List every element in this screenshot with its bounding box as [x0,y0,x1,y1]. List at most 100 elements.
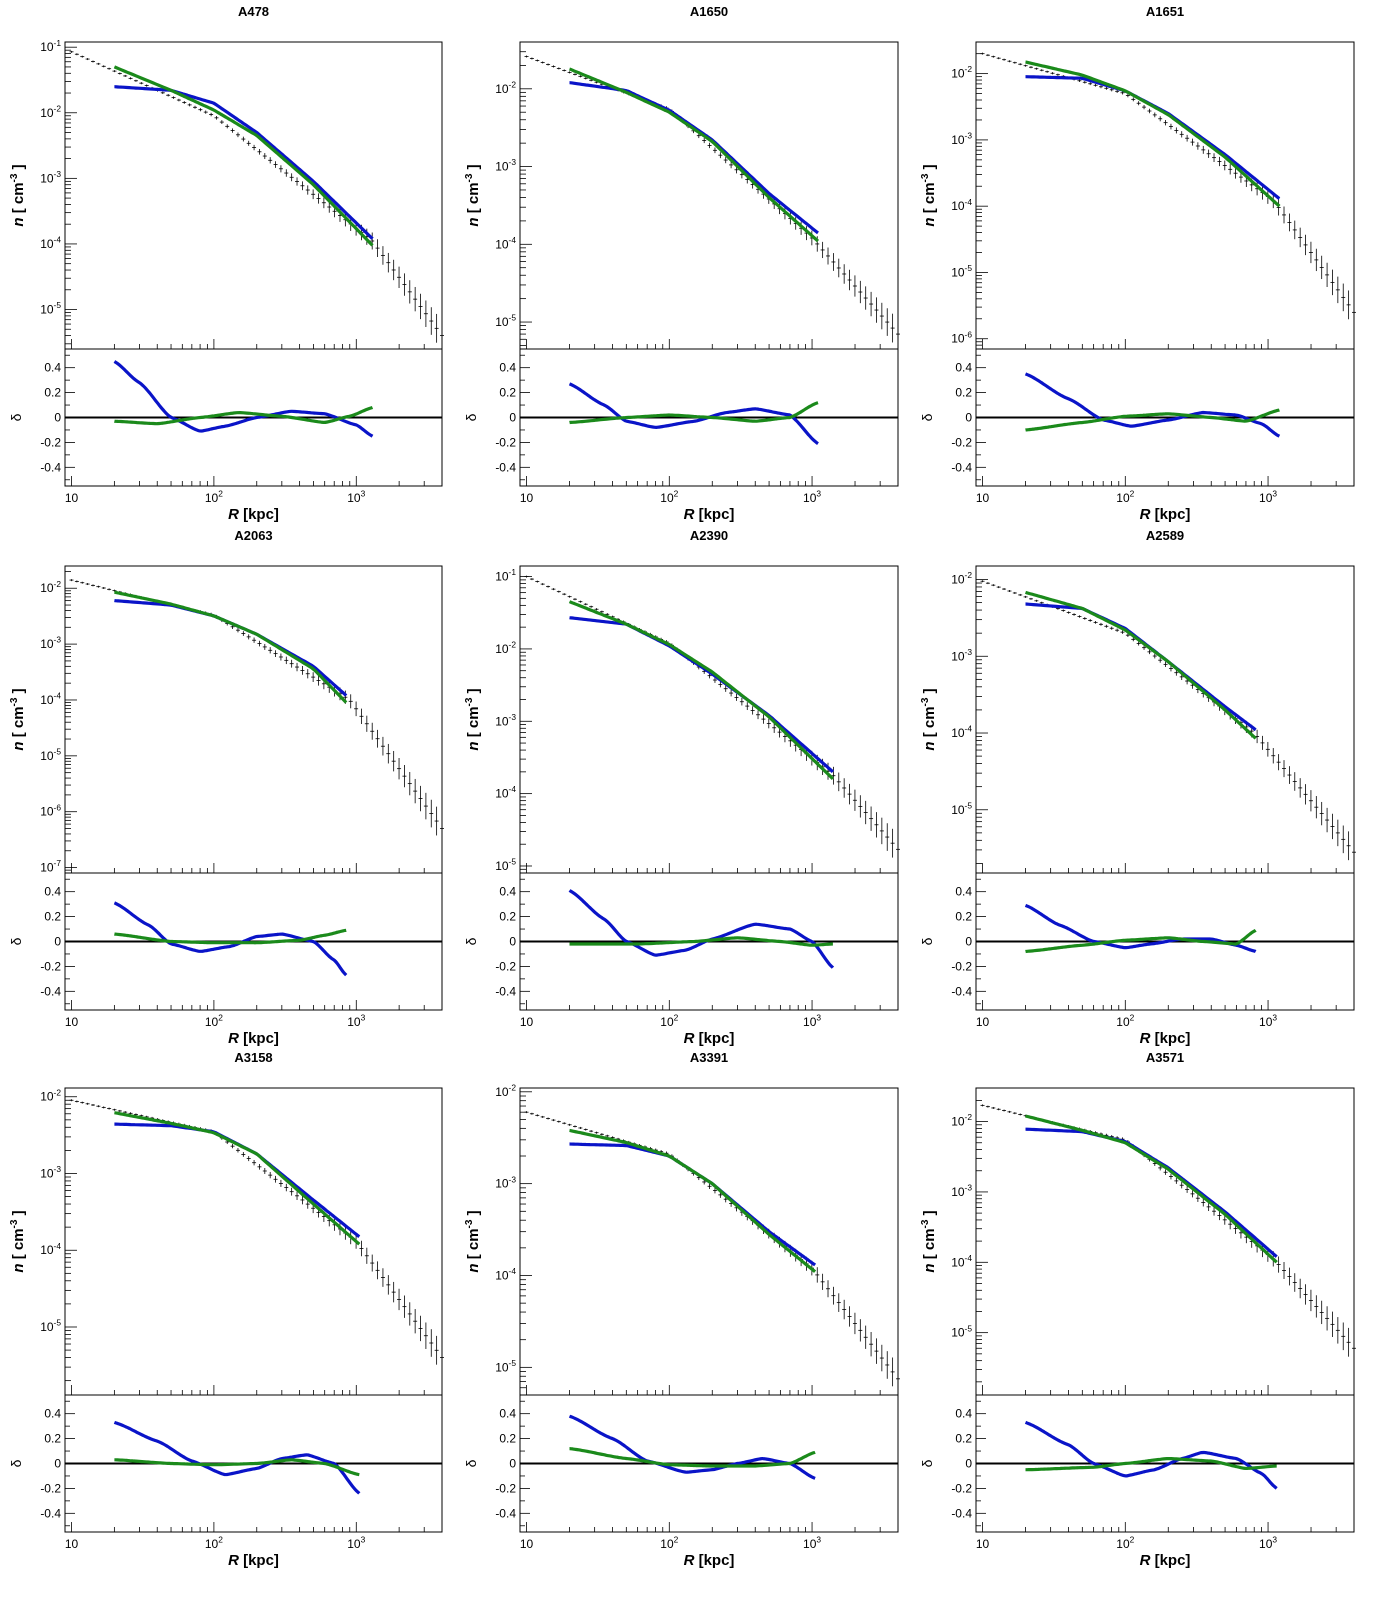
green-model-curve [1025,60,1281,208]
x-tick-label: 102 [205,1535,223,1551]
delta-tick-label: 0.4 [955,361,972,375]
delta-tick-label: 0 [965,935,972,949]
delta-tick-label: 0.2 [955,910,972,924]
data-points [69,50,444,349]
green-model-curve [568,600,835,781]
x-tick-label: 103 [347,1535,365,1551]
delta-axis-label: δ [463,413,479,421]
y-axis-label: n [ cm-3 ] [464,688,482,750]
delta-tick-label: -0.4 [495,460,516,474]
data-points [524,1111,900,1394]
top-plot-frame [64,565,443,874]
delta-tick-label: -0.4 [495,984,516,998]
panel-title: A478 [238,4,269,19]
green-residual-curve [114,405,374,426]
green-model-curve [1025,1114,1278,1264]
delta-tick-label: 0 [54,1457,61,1471]
x-tick-label: 103 [803,1535,821,1551]
x-tick-label: 102 [205,489,223,505]
y-tick-label: 10-1 [40,38,61,54]
y-tick-label: 10-4 [951,1253,972,1269]
delta-tick-label: 0.2 [499,1432,516,1446]
x-tick-label: 10 [65,1015,79,1029]
data-points [980,1104,1356,1364]
y-tick-label: 10-3 [951,131,972,147]
y-tick-label: 10-3 [40,1164,61,1180]
delta-tick-label: -0.2 [495,435,516,449]
delta-tick-label: 0 [509,411,516,425]
panel-title: A3571 [1146,1050,1184,1065]
green-residual-curve [1025,1457,1277,1472]
delta-tick-label: 0.2 [499,386,516,400]
x-tick-label: 103 [1259,1535,1277,1551]
y-axis-label: n [ cm-3 ] [464,1210,482,1272]
blue-model-curve [1025,602,1257,732]
delta-axis-label: δ [463,937,479,945]
data-points [69,1099,444,1373]
x-tick-label: 102 [660,489,678,505]
y-tick-label: 10-2 [495,79,516,95]
x-axis-label: R [kpc] [684,506,735,523]
blue-residual-curve [113,360,374,438]
delta-tick-label: -0.4 [40,1506,61,1520]
delta-tick-label: 0.2 [44,910,61,924]
delta-tick-label: -0.2 [951,959,972,973]
delta-tick-label: -0.2 [951,1481,972,1495]
y-tick-label: 10-3 [951,647,972,663]
y-axis-label: n [ cm-3 ] [920,164,938,226]
x-tick-label: 10 [976,1537,990,1551]
y-tick-label: 10-5 [495,857,516,873]
delta-tick-label: 0.2 [955,386,972,400]
delta-tick-label: 0.4 [955,885,972,899]
x-axis-label: R [kpc] [684,1030,735,1047]
y-tick-label: 10-1 [495,567,516,583]
y-tick-label: 10-3 [40,635,61,651]
blue-residual-curve [568,1414,816,1480]
y-tick-label: 10-2 [40,579,61,595]
panel-title: A2063 [234,528,272,543]
y-axis-label: n [ cm-3 ] [9,164,27,226]
panel-a2390: A2390 10-1 10-2 10-3 10-4 10-5 n [ cm-3 ] 0.4 0.… [463,528,900,1047]
blue-model-curve [1025,1127,1278,1258]
delta-tick-label: 0 [509,1457,516,1471]
top-plot-frame [975,1087,1355,1396]
delta-tick-label: -0.2 [40,959,61,973]
delta-tick-label: 0.2 [44,1432,61,1446]
blue-model-curve [569,1142,817,1267]
y-tick-label: 10-3 [951,1183,972,1199]
green-model-curve [113,65,374,247]
green-residual-curve [569,936,833,947]
y-tick-label: 10-2 [951,570,972,586]
delta-tick-label: -0.2 [495,1481,516,1495]
blue-residual-curve [1024,903,1257,953]
delta-axis-label: δ [919,1459,935,1467]
y-axis-label: n [ cm-3 ] [9,688,27,750]
panel-a3158: A3158 10-2 10-3 10-4 10-5 n [ cm-3 ] 0.4 0.2 0 -0… [8,1050,444,1569]
y-tick-label: 10-3 [40,169,61,185]
delta-tick-label: 0.4 [44,1407,61,1421]
y-tick-label: 10-4 [495,784,516,800]
y-tick-label: 10-4 [40,691,61,707]
delta-tick-label: 0.4 [499,1407,516,1421]
blue-residual-curve [568,889,835,969]
delta-axis-label: δ [919,413,935,421]
x-tick-label: 103 [347,489,365,505]
top-plot-frame [519,41,899,350]
y-tick-label: 10-5 [951,800,972,816]
delta-axis-label: δ [8,1459,24,1467]
delta-axis-label: δ [463,1459,479,1467]
delta-tick-label: -0.4 [951,1506,972,1520]
x-tick-label: 103 [803,489,821,505]
panel-a3571: A3571 10-2 10-3 10-4 10-5 n [ cm-3 ] 0.4 0.2 0 -0… [919,1050,1356,1569]
green-model-curve [569,1128,817,1273]
y-tick-label: 10-5 [40,1318,61,1334]
delta-axis-label: δ [8,413,24,421]
data-points [980,580,1356,868]
y-tick-label: 10-2 [951,64,972,80]
x-tick-label: 103 [803,1013,821,1029]
delta-tick-label: 0.2 [44,386,61,400]
delta-axis-label: δ [8,937,24,945]
x-tick-label: 102 [1116,489,1134,505]
top-plot-frame [519,1087,899,1396]
